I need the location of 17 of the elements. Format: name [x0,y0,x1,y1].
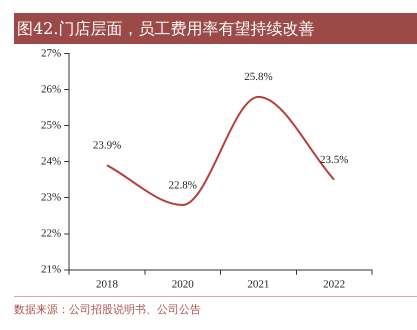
text: 23.5% [320,154,348,166]
text: 25.8% [244,71,273,84]
y-tick-label: 25% [40,120,62,132]
source-note: 数据来源：公司招股说明书、公司公告 [14,296,417,317]
x-tick-label: 2018 [96,278,119,290]
y-tick-label: 27% [40,47,62,60]
x-tick-label: 2020 [172,278,194,290]
y-tick-label: 24% [40,156,62,168]
chart-title: 图42.门店层面，员工费用率有望持续改善 [14,13,417,44]
x-tick-label: 2022 [323,278,346,290]
text: 23.9% [92,140,122,152]
text: 22.8% [168,179,197,192]
y-tick-label: 21% [40,264,62,276]
x-tick-label: 2021 [247,278,270,290]
y-tick-label: 26% [40,84,62,96]
y-tick-label: 22% [40,228,62,240]
y-tick-label: 23% [40,192,62,204]
